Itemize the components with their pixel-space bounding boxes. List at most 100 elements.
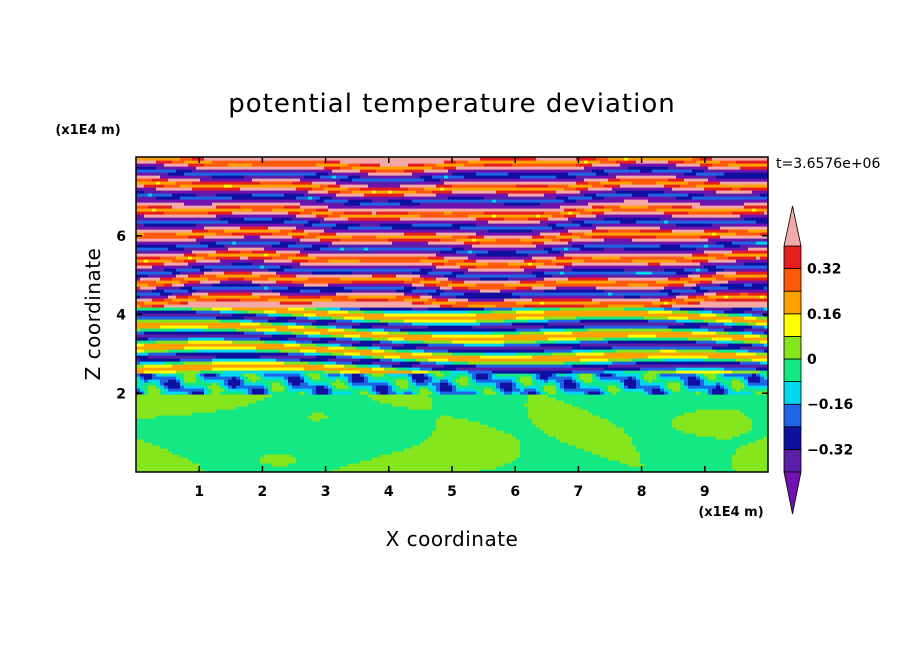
contour-cell <box>720 466 725 470</box>
contour-cell <box>328 463 333 467</box>
contour-cell <box>552 466 557 470</box>
contour-cell <box>248 451 253 455</box>
contour-cell <box>472 451 477 455</box>
contour-cell <box>692 463 697 467</box>
contour-cell <box>348 469 353 472</box>
contour-cell <box>504 451 509 455</box>
contour-cell <box>608 454 613 458</box>
contour-cell <box>624 466 629 470</box>
contour-cell <box>592 451 597 455</box>
contour-cell <box>740 460 745 464</box>
contour-cell <box>756 466 761 470</box>
contour-cell <box>328 457 333 461</box>
contour-cell <box>588 457 593 461</box>
contour-cell <box>676 460 681 464</box>
contour-cell <box>476 466 481 470</box>
contour-cell <box>416 451 421 455</box>
contour-cell <box>744 463 749 467</box>
contour-cell <box>320 463 325 467</box>
contour-cell <box>528 466 533 470</box>
contour-cell <box>732 469 737 472</box>
contour-cell <box>176 454 181 458</box>
contour-cell <box>424 469 429 472</box>
contour-cell <box>460 451 465 455</box>
contour-cell <box>144 463 149 467</box>
contour-cell <box>752 460 757 464</box>
contour-cell <box>200 451 205 455</box>
contour-cell <box>296 454 301 458</box>
contour-cell <box>664 466 669 470</box>
contour-cell <box>284 457 289 461</box>
contour-cell <box>412 460 417 464</box>
contour-cell <box>524 466 529 470</box>
contour-cell <box>604 454 609 458</box>
contour-cell <box>352 451 357 455</box>
contour-cell <box>676 463 681 467</box>
contour-cell <box>740 463 745 467</box>
contour-cell <box>452 466 457 470</box>
contour-cell <box>344 463 349 467</box>
contour-cell <box>184 469 189 472</box>
contour-cell <box>276 460 281 464</box>
contour-cell <box>288 469 293 472</box>
contour-cell <box>172 460 177 464</box>
contour-cell <box>232 463 237 467</box>
contour-cell <box>608 469 613 472</box>
contour-cell <box>636 463 641 467</box>
contour-cell <box>208 469 213 472</box>
contour-cell <box>532 454 537 458</box>
contour-cell <box>288 457 293 461</box>
contour-cell <box>736 460 741 464</box>
contour-cell <box>656 466 661 470</box>
contour-cell <box>496 460 501 464</box>
contour-cell <box>516 463 521 467</box>
contour-cell <box>344 451 349 455</box>
contour-cell <box>152 448 157 452</box>
contour-cell <box>704 466 709 470</box>
contour-cell <box>608 463 613 467</box>
contour-cell <box>168 451 173 455</box>
contour-cell <box>632 457 637 461</box>
contour-cell <box>760 469 765 472</box>
contour-cell <box>624 460 629 464</box>
contour-cell <box>684 451 689 455</box>
contour-cell <box>156 457 161 461</box>
contour-cell <box>460 469 465 472</box>
contour-cell <box>384 463 389 467</box>
contour-cell <box>308 457 313 461</box>
contour-cell <box>460 466 465 470</box>
contour-cell <box>508 454 513 458</box>
contour-cell <box>668 451 673 455</box>
contour-cell <box>180 463 185 467</box>
contour-cell <box>304 463 309 467</box>
contour-cell <box>324 454 329 458</box>
contour-cell <box>296 457 301 461</box>
contour-cell <box>188 451 193 455</box>
contour-cell <box>356 460 361 464</box>
contour-cell <box>740 451 745 455</box>
contour-cell <box>456 457 461 461</box>
contour-cell <box>312 466 317 470</box>
contour-cell <box>268 457 273 461</box>
contour-cell <box>540 454 545 458</box>
contour-cell <box>268 460 273 464</box>
contour-cell <box>152 463 157 467</box>
contour-cell <box>428 460 433 464</box>
contour-cell <box>196 454 201 458</box>
contour-cell <box>504 466 509 470</box>
contour-cell <box>708 454 713 458</box>
contour-cell <box>356 466 361 470</box>
contour-cell <box>432 457 437 461</box>
contour-cell <box>512 457 517 461</box>
contour-cell <box>688 451 693 455</box>
contour-cell <box>168 460 173 464</box>
contour-cell <box>320 460 325 464</box>
contour-cell <box>356 469 361 472</box>
contour-cell <box>404 469 409 472</box>
contour-cell <box>176 463 181 467</box>
contour-cell <box>352 460 357 464</box>
contour-cell <box>572 451 577 455</box>
contour-cell <box>496 454 501 458</box>
contour-cell <box>136 451 141 455</box>
contour-cell <box>628 463 633 467</box>
